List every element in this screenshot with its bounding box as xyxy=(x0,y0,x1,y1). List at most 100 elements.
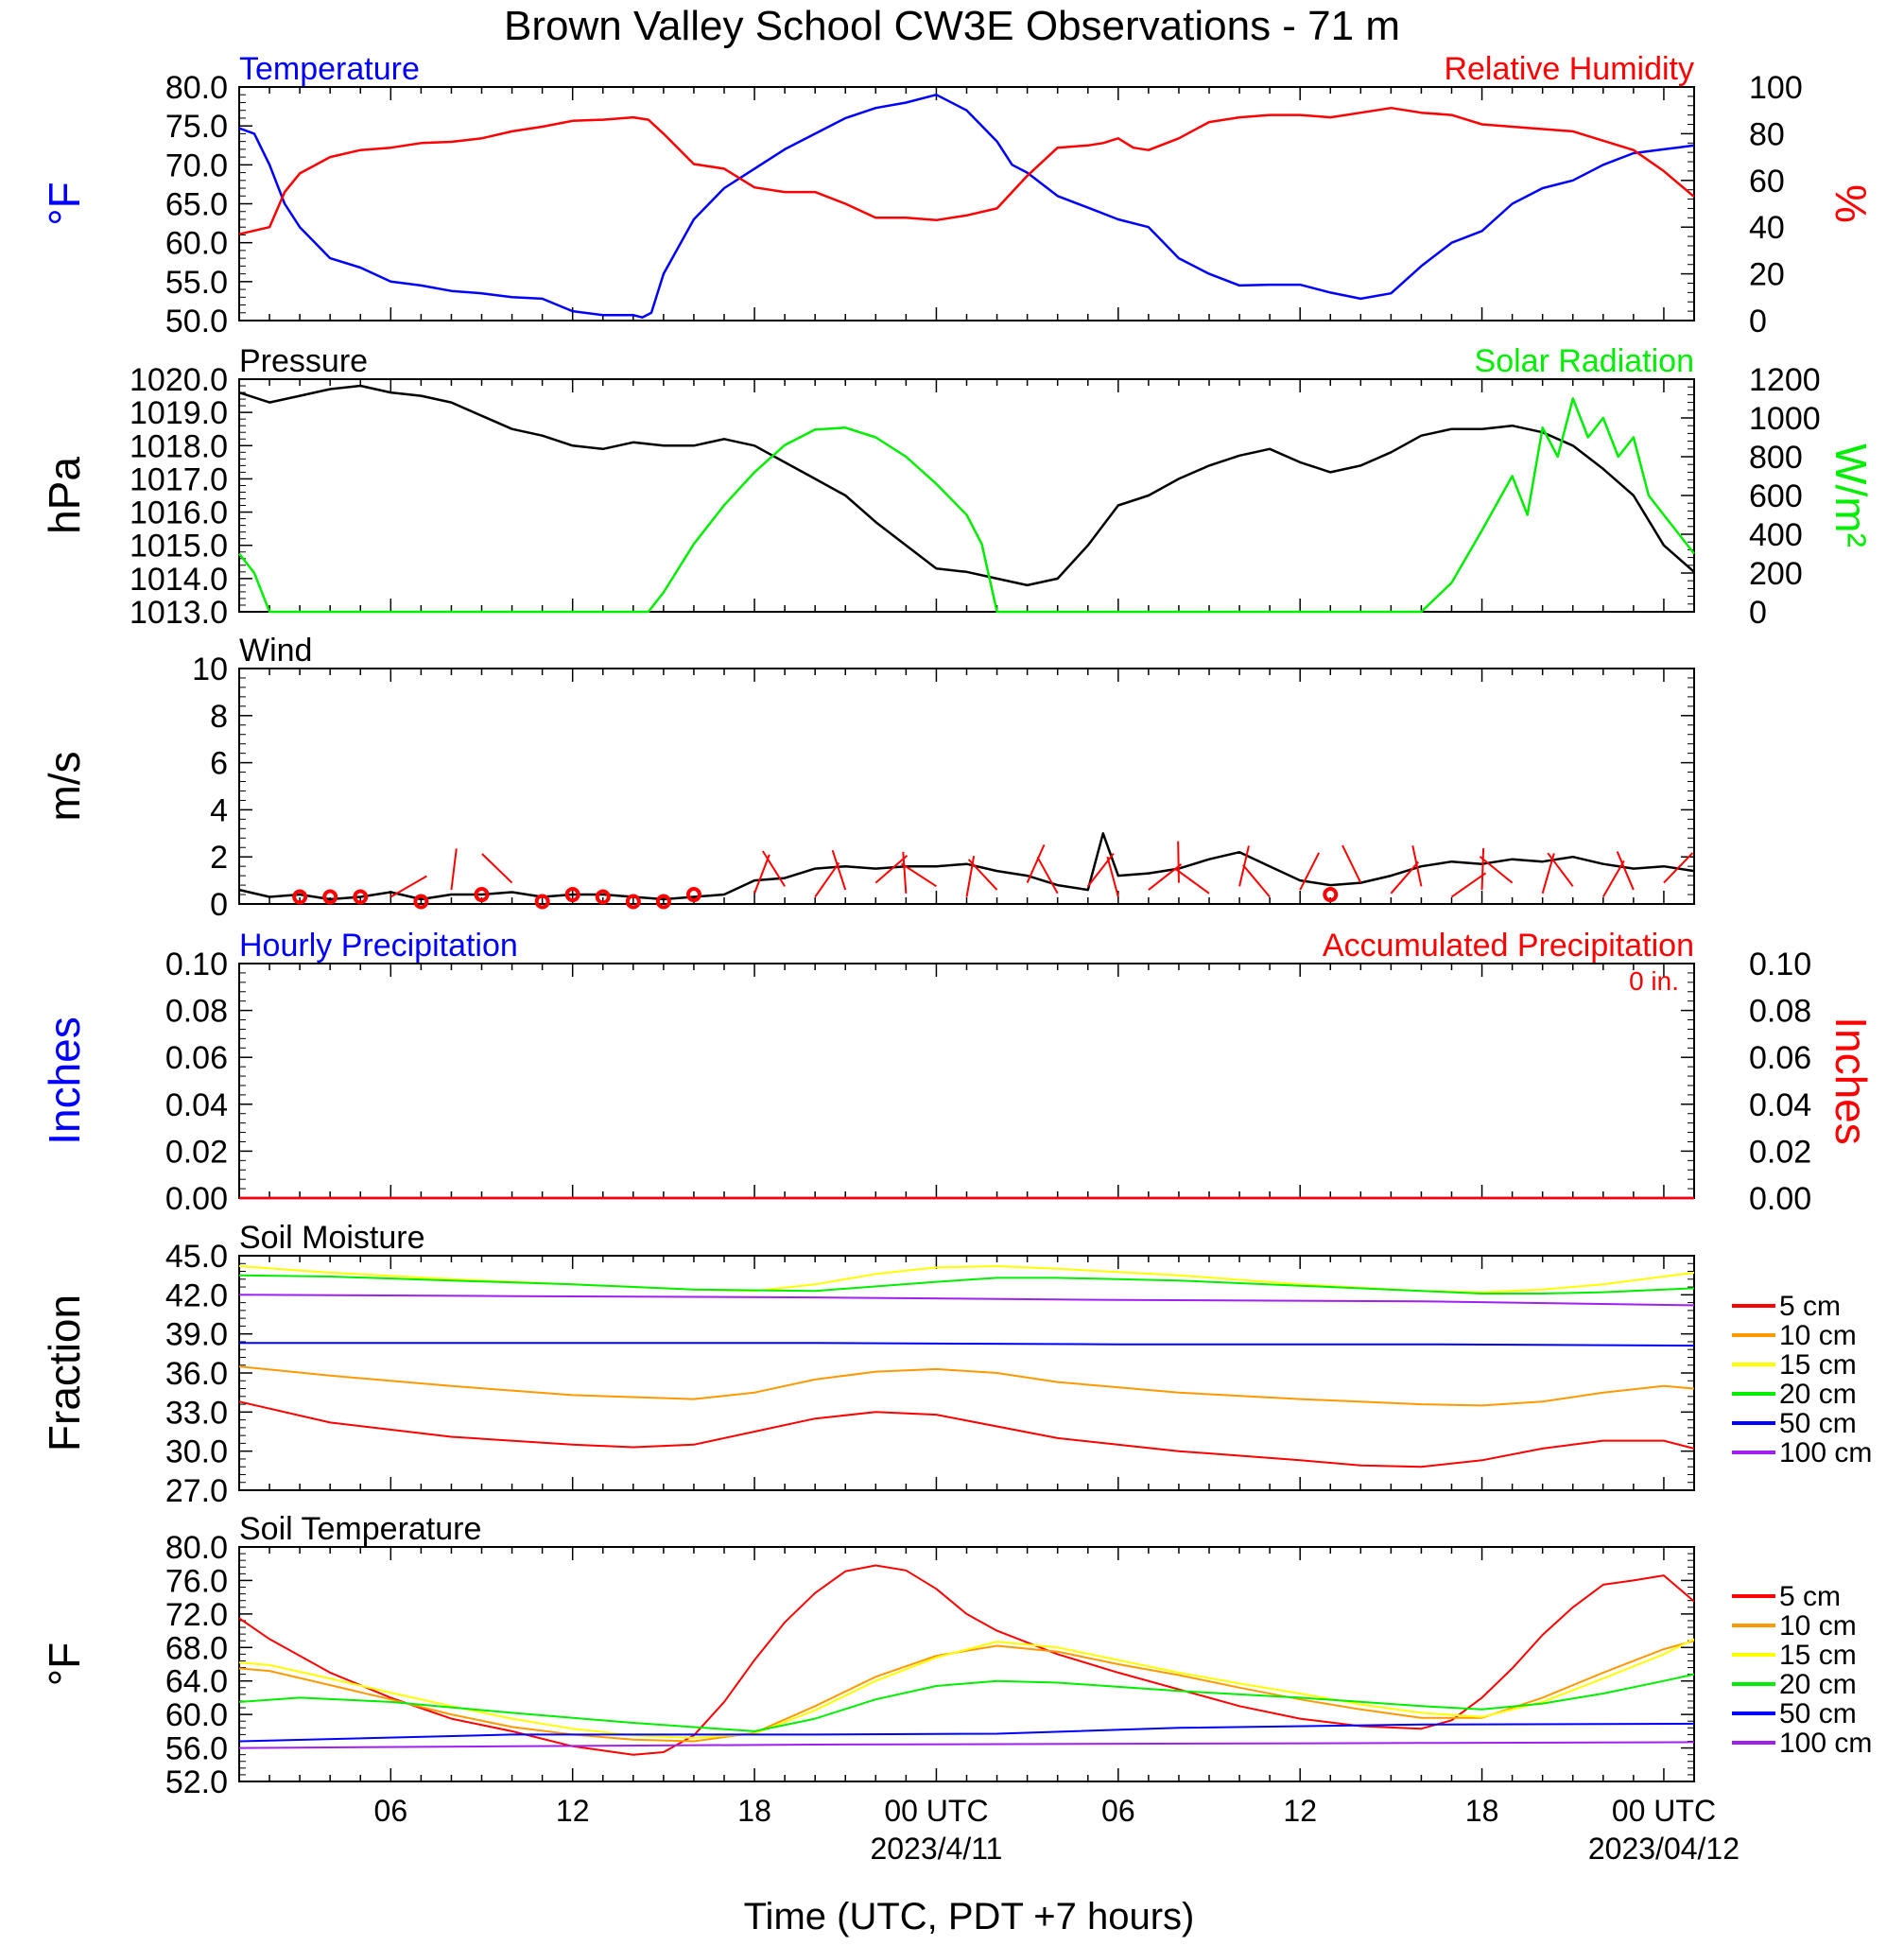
y-right-tick-label: 0.02 xyxy=(1749,1134,1811,1170)
y-axis-label: °F xyxy=(40,182,89,226)
y-tick-label: 1015.0 xyxy=(130,529,228,565)
legend-label: 50 cm xyxy=(1779,1698,1857,1729)
wind-barb xyxy=(1341,844,1362,884)
wind-barb xyxy=(1479,856,1514,884)
wind-barb xyxy=(481,853,513,884)
series-pressure xyxy=(238,384,1695,587)
y-axis-label-right: W/m² xyxy=(1826,443,1876,547)
series-100-cm xyxy=(238,1294,1695,1307)
y-axis-label-right: % xyxy=(1826,184,1876,223)
y-right-tick-label: 0 xyxy=(1749,595,1767,631)
y-right-tick-label: 0.04 xyxy=(1749,1087,1811,1123)
series-solar-radiation xyxy=(238,397,1695,614)
y-right-tick-label: 200 xyxy=(1749,556,1803,592)
x-tick-label: 12 xyxy=(1283,1794,1317,1828)
series-wind xyxy=(238,832,1695,901)
panel-title: Temperature xyxy=(239,51,420,87)
panel-frame xyxy=(238,378,1695,613)
y-tick-label: 60.0 xyxy=(165,226,228,262)
panel-title: Pressure xyxy=(239,343,368,379)
series-50-cm xyxy=(239,1342,1695,1347)
wind-barb xyxy=(831,849,847,891)
wind-barb xyxy=(1177,841,1180,883)
y-tick-label: 6 xyxy=(210,746,228,782)
wind-barb xyxy=(1106,856,1119,897)
panel-4: 0.10 0.08 0.06 0.04 0.02 0.00 0.10 0.08 0.06 0.04… xyxy=(40,928,1876,1217)
wind-barb xyxy=(753,854,770,895)
x-tick-label: 18 xyxy=(1465,1794,1499,1828)
panel-title-right: Relative Humidity xyxy=(1444,51,1694,87)
x-tick-label: 00 UTC xyxy=(884,1794,988,1828)
wind-barb xyxy=(1148,863,1183,891)
wind-barb xyxy=(1547,852,1574,887)
x-tick-label: 00 UTC xyxy=(1612,1794,1716,1828)
panel-title: Soil Temperature xyxy=(239,1511,481,1547)
legend-label: 5 cm xyxy=(1779,1291,1841,1322)
series-relative-humidity xyxy=(238,106,1695,235)
y-tick-label: 75.0 xyxy=(165,109,228,145)
y-tick-label: 39.0 xyxy=(165,1317,228,1353)
wind-barb xyxy=(450,848,458,891)
y-axis-label: °F xyxy=(40,1642,89,1687)
y-right-tick-label: 1200 xyxy=(1749,362,1821,398)
y-axis-label: hPa xyxy=(40,457,89,534)
panel-frame xyxy=(238,963,1695,1199)
y-tick-label: 68.0 xyxy=(165,1630,228,1666)
y-tick-label: 2 xyxy=(210,840,228,876)
wind-barb xyxy=(1480,848,1485,891)
calm-wind-marker xyxy=(655,894,671,910)
calm-wind-marker xyxy=(292,889,308,905)
panel-3: 10 8 6 4 2 0 Wind m/s xyxy=(40,633,1695,923)
y-tick-label: 76.0 xyxy=(165,1563,228,1599)
series-100-cm xyxy=(238,1741,1695,1749)
panel-title-right: Accumulated Precipitation xyxy=(1323,928,1694,964)
legend-label: 10 cm xyxy=(1779,1610,1857,1642)
y-tick-label: 60.0 xyxy=(165,1697,228,1733)
y-axis-label: m/s xyxy=(40,751,89,821)
y-right-tick-label: 20 xyxy=(1749,257,1785,293)
y-tick-label: 65.0 xyxy=(165,187,228,223)
legend-label: 5 cm xyxy=(1779,1581,1841,1612)
panel-title: Wind xyxy=(239,633,312,669)
calm-wind-marker xyxy=(534,894,550,910)
wind-barb xyxy=(761,850,786,887)
y-right-tick-label: 0.10 xyxy=(1749,947,1811,982)
y-right-tick-label: 100 xyxy=(1749,70,1803,106)
legend-label: 50 cm xyxy=(1779,1408,1857,1439)
wind-barb xyxy=(1616,851,1635,891)
y-tick-label: 50.0 xyxy=(165,304,228,339)
y-tick-label: 1016.0 xyxy=(130,495,228,531)
panel-title: Soil Moisture xyxy=(239,1220,425,1256)
y-axis-label-right: Inches xyxy=(1826,1016,1876,1145)
y-tick-label: 72.0 xyxy=(165,1597,228,1633)
y-right-tick-label: 0.00 xyxy=(1749,1181,1811,1217)
calm-wind-marker xyxy=(685,887,701,903)
chart-title: Brown Valley School CW3E Observations - … xyxy=(504,3,1400,49)
precip-annotation: 0 in. xyxy=(1629,966,1679,996)
wind-barb xyxy=(902,851,908,894)
panel-title-right: Solar Radiation xyxy=(1475,343,1694,379)
wind-barb xyxy=(1026,843,1046,883)
y-tick-label: 0.02 xyxy=(165,1134,228,1170)
x-tick-label: 12 xyxy=(556,1794,590,1828)
wind-barb xyxy=(1174,868,1210,895)
legend-label: 20 cm xyxy=(1779,1669,1857,1700)
y-tick-label: 42.0 xyxy=(165,1277,228,1313)
wind-barb xyxy=(1299,852,1321,891)
panels: 80.075.070.065.060.055.050.0100806040200… xyxy=(40,51,1876,1866)
y-tick-label: 70.0 xyxy=(165,148,228,183)
y-tick-label: 64.0 xyxy=(165,1664,228,1700)
calm-wind-marker xyxy=(413,894,429,910)
x-tick-label: 06 xyxy=(1101,1794,1135,1828)
y-right-tick-label: 40 xyxy=(1749,210,1785,246)
y-right-tick-label: 1000 xyxy=(1749,401,1821,437)
series-10-cm xyxy=(238,1640,1695,1743)
y-tick-label: 55.0 xyxy=(165,265,228,301)
legend-label: 15 cm xyxy=(1779,1349,1857,1381)
y-tick-label: 1017.0 xyxy=(130,461,228,497)
wind-barb xyxy=(389,875,427,898)
y-right-tick-label: 800 xyxy=(1749,440,1803,476)
y-tick-label: 1020.0 xyxy=(130,362,228,398)
y-tick-label: 1018.0 xyxy=(130,428,228,464)
wind-barb xyxy=(900,862,937,888)
